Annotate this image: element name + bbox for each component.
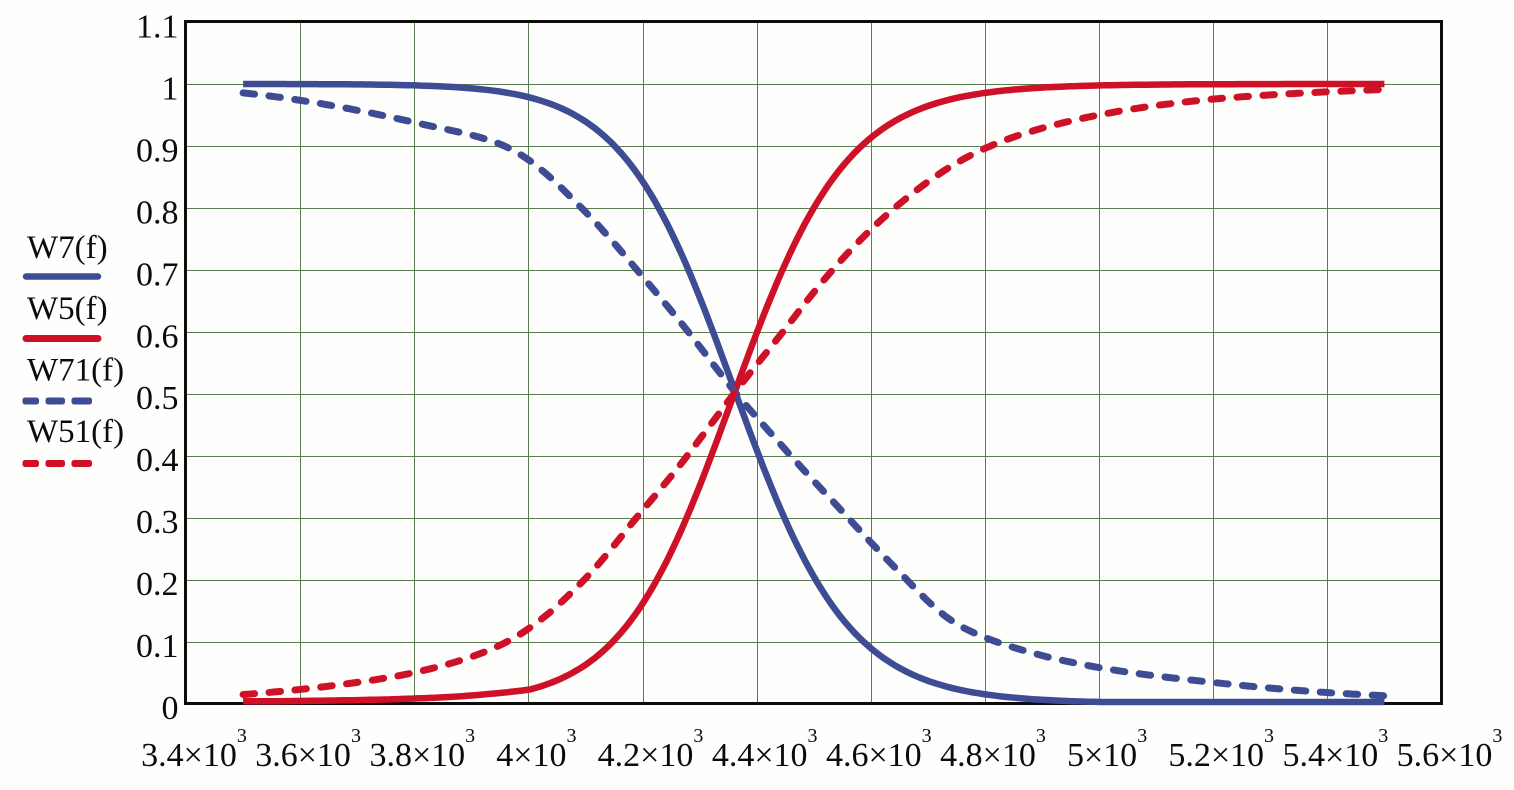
svg-text:0.8: 0.8 — [136, 194, 179, 231]
svg-text:W5(f): W5(f) — [27, 291, 108, 327]
svg-text:0.5: 0.5 — [136, 380, 179, 417]
svg-text:W71(f): W71(f) — [27, 353, 124, 389]
svg-text:W7(f): W7(f) — [27, 230, 108, 266]
svg-text:0.3: 0.3 — [136, 504, 179, 541]
svg-text:0.2: 0.2 — [136, 566, 179, 603]
svg-text:0.4: 0.4 — [136, 442, 179, 479]
svg-text:0.9: 0.9 — [136, 132, 179, 169]
svg-text:0.6: 0.6 — [136, 318, 179, 355]
svg-text:1: 1 — [162, 71, 179, 108]
svg-text:W51(f): W51(f) — [27, 414, 124, 450]
svg-text:0.7: 0.7 — [136, 256, 179, 293]
svg-text:1.1: 1.1 — [136, 9, 179, 46]
svg-text:0.1: 0.1 — [136, 628, 179, 665]
svg-text:0: 0 — [162, 690, 179, 727]
